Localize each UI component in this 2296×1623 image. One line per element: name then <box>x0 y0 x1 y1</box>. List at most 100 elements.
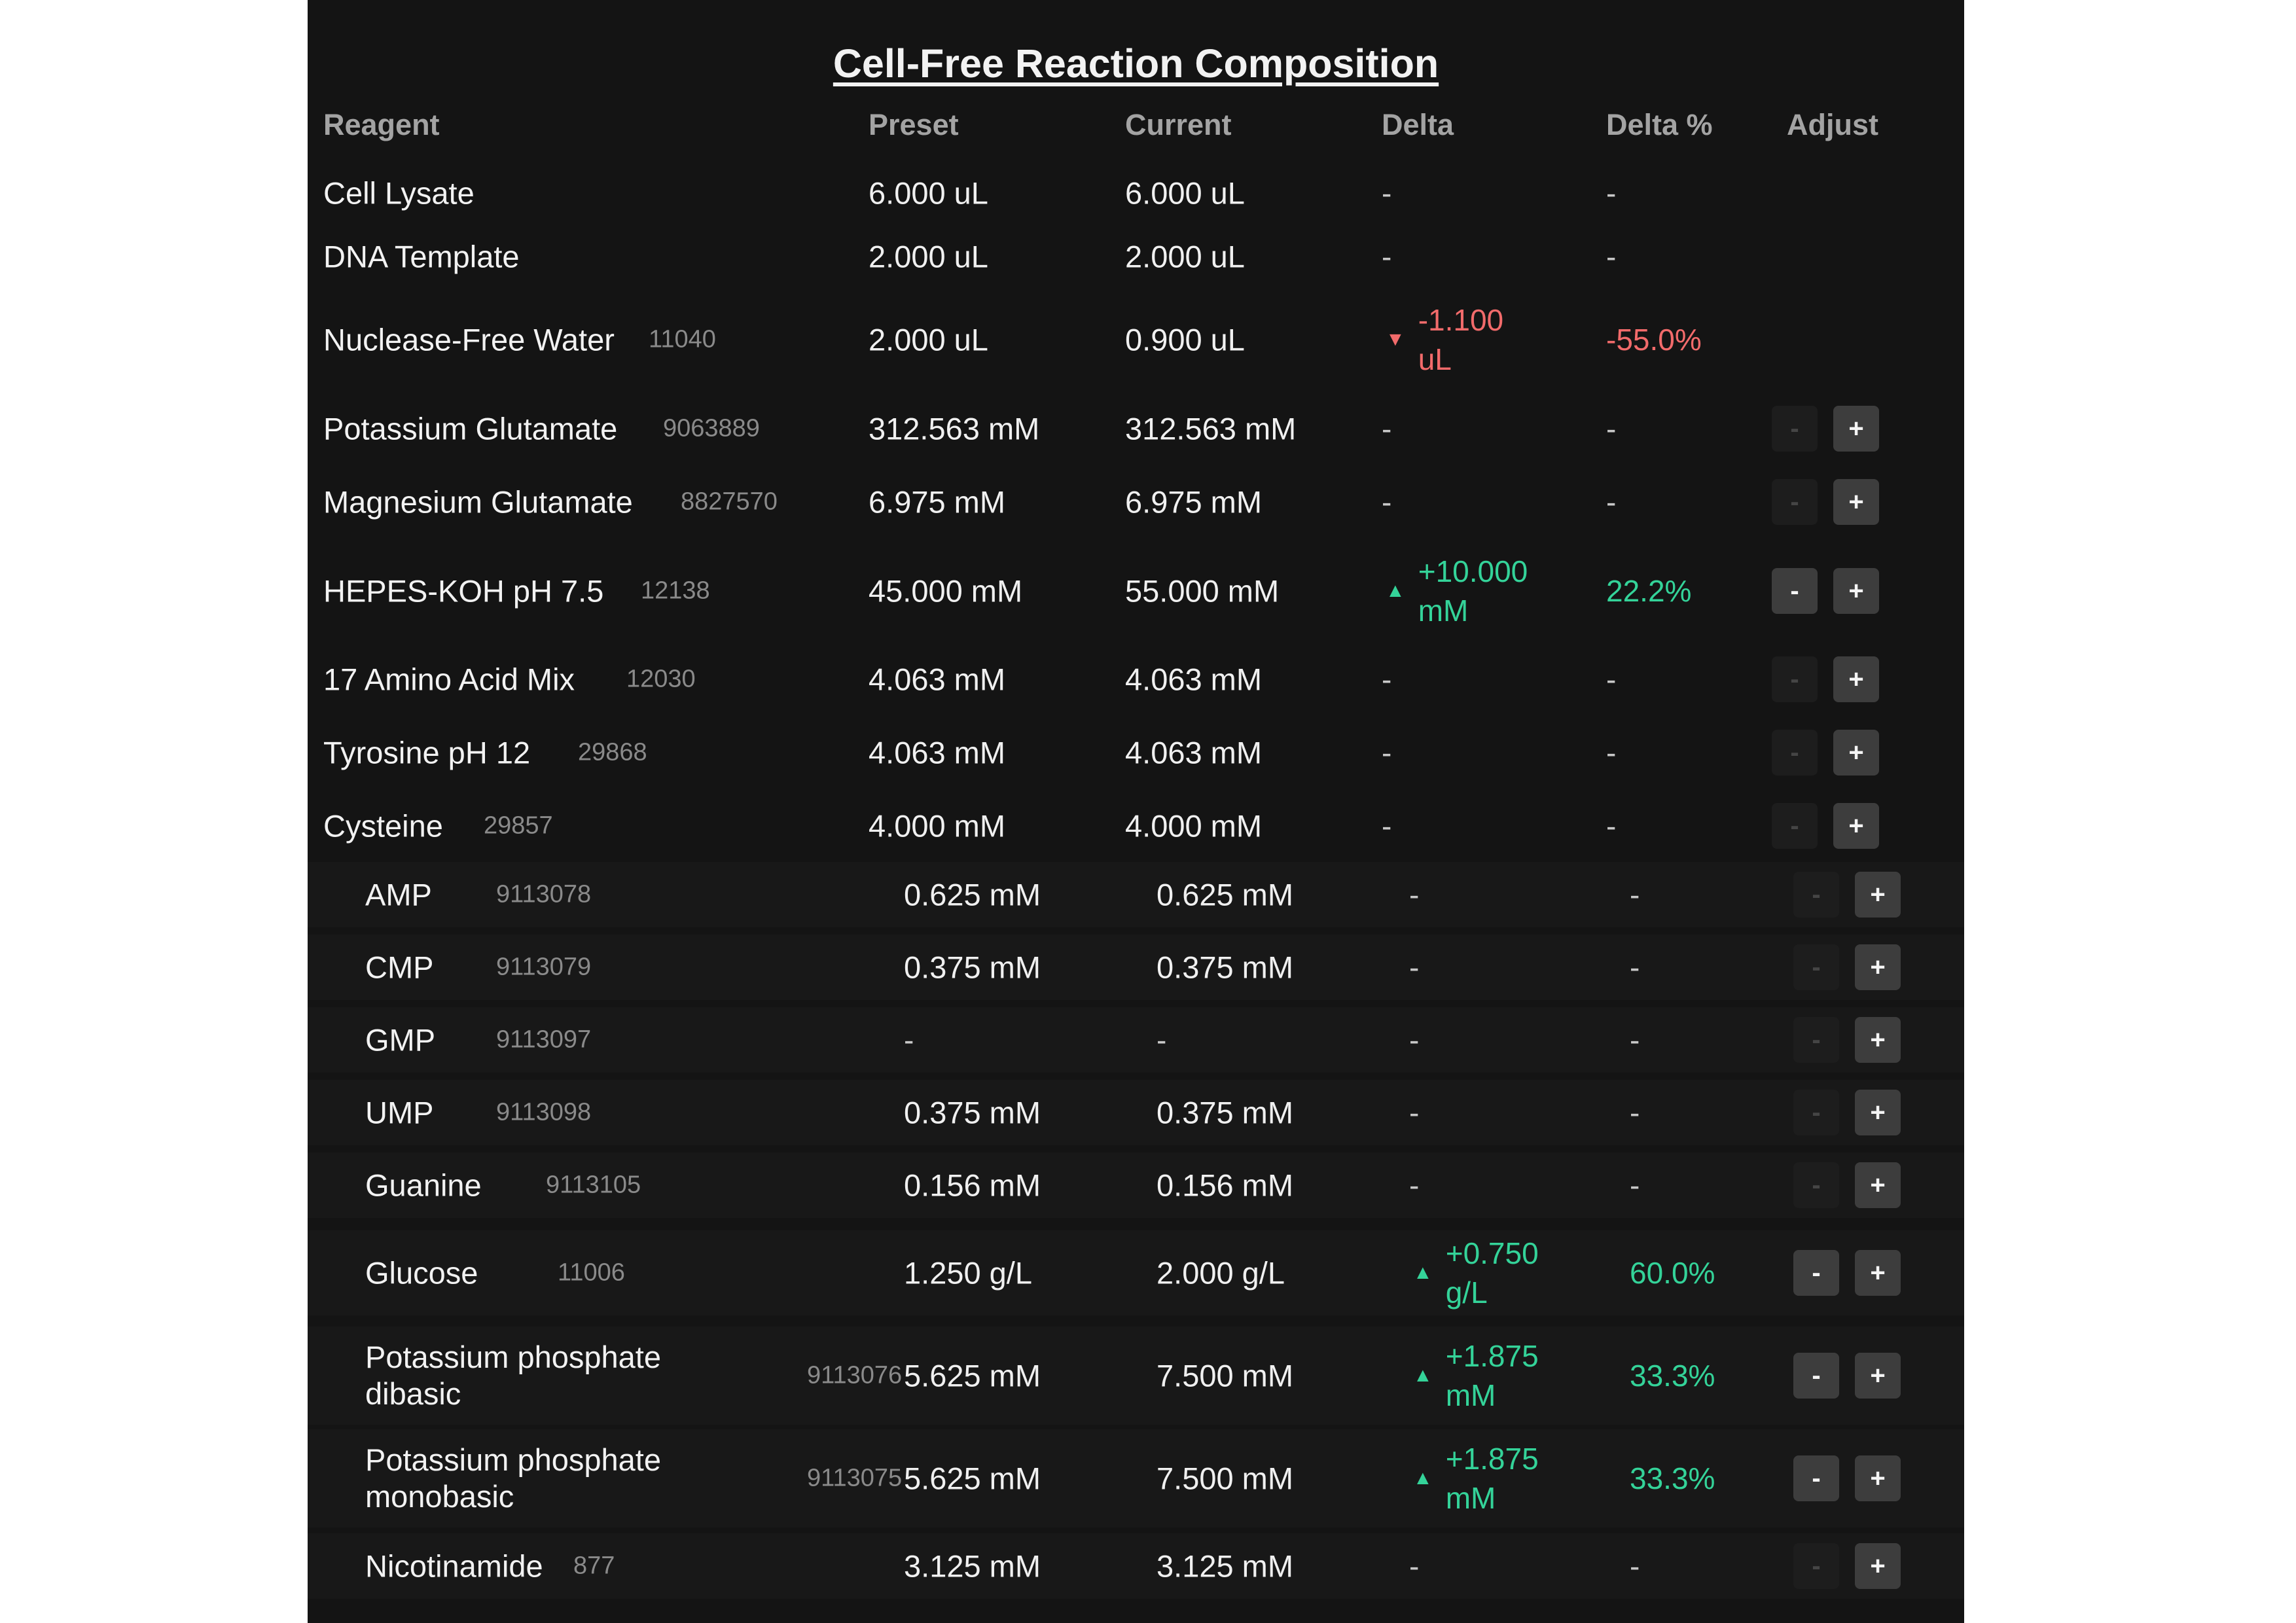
preset-value: 4.063 mM <box>869 735 1005 770</box>
reagent-id: 9113079 <box>496 953 592 981</box>
current-value: 6.000 uL <box>1125 175 1245 211</box>
decrease-button[interactable]: - <box>1772 479 1818 525</box>
adjust-controls: - + <box>1772 568 1879 614</box>
reagent-id: 9113098 <box>496 1098 592 1126</box>
delta-percent: - <box>1630 878 1640 912</box>
column-header-adjust: Adjust <box>1787 108 1878 141</box>
delta-value: - <box>1382 662 1392 696</box>
reagent-name: Potassium Glutamate <box>323 411 618 446</box>
reagent-id: 11006 <box>558 1258 625 1287</box>
adjust-controls: - + <box>1772 656 1879 702</box>
decrease-button[interactable]: - <box>1772 406 1818 452</box>
decrease-button[interactable]: - <box>1772 730 1818 776</box>
table-row: GMP 9113097- - - - - + <box>308 1007 1964 1073</box>
table-row: Nuclease-Free Water 11040 2.000 uL 0.900 uL… <box>308 297 1964 382</box>
delta-value: - <box>1382 240 1392 274</box>
preset-value: 0.375 mM <box>904 1095 1041 1130</box>
increase-button[interactable]: + <box>1833 656 1879 702</box>
adjust-controls: - + <box>1793 1250 1901 1296</box>
reagent-name: Magnesium Glutamate <box>323 484 633 520</box>
increase-button[interactable]: + <box>1855 1250 1901 1296</box>
increase-button[interactable]: + <box>1855 872 1901 918</box>
increase-button[interactable]: + <box>1855 1162 1901 1208</box>
delta-value: ▲ +1.875 mM <box>1413 1439 1570 1518</box>
current-value: 6.975 mM <box>1125 484 1262 520</box>
reagent-name: Nicotinamide <box>365 1548 543 1584</box>
increase-button[interactable]: + <box>1833 730 1879 776</box>
adjust-controls: - + <box>1793 872 1901 918</box>
decrease-button[interactable]: - <box>1793 1250 1839 1296</box>
preset-value: 4.000 mM <box>869 808 1005 844</box>
decrease-button[interactable]: - <box>1793 1353 1839 1399</box>
delta-percent: - <box>1606 809 1617 843</box>
decrease-button[interactable]: - <box>1793 944 1839 990</box>
reagent-id: 12138 <box>641 577 710 605</box>
reagent-name: Potassium phosphate monobasic <box>365 1442 662 1514</box>
reagent-id: 29857 <box>484 812 553 840</box>
decrease-button[interactable]: - <box>1793 1090 1839 1135</box>
decrease-button[interactable]: - <box>1793 1455 1839 1501</box>
adjust-controls: - + <box>1793 1162 1901 1208</box>
decrease-button[interactable]: - <box>1793 1543 1839 1589</box>
adjust-controls: - + <box>1793 1353 1901 1399</box>
reagent-name: Tyrosine pH 12 <box>323 735 531 770</box>
delta-percent: - <box>1630 1096 1640 1130</box>
preset-value: 5.625 mM <box>904 1358 1041 1393</box>
decrease-button[interactable]: - <box>1772 656 1818 702</box>
delta-text: +1.875 mM <box>1445 1442 1539 1515</box>
delta-value: ▲ +0.750 g/L <box>1413 1234 1570 1312</box>
reagent-id: 877 <box>573 1552 615 1580</box>
delta-value: - <box>1409 878 1420 912</box>
reagent-name: AMP <box>365 877 432 912</box>
table-row: Nicotinamide 877 3.125 mM 3.125 mM - - - + <box>308 1533 1964 1599</box>
reagent-name: DNA Template <box>323 239 520 274</box>
reagent-name: UMP <box>365 1095 434 1130</box>
reagent-name: HEPES-KOH pH 7.5 <box>323 573 604 609</box>
delta-percent: 33.3% <box>1630 1359 1715 1393</box>
decrease-button[interactable]: - <box>1793 872 1839 918</box>
decrease-button[interactable]: - <box>1772 568 1818 614</box>
increase-button[interactable]: + <box>1855 1543 1901 1589</box>
increase-button[interactable]: + <box>1855 1455 1901 1501</box>
reagent-name: Guanine <box>365 1168 482 1203</box>
table-row: DNA Template 2.000 uL 2.000 uL - - <box>308 228 1964 285</box>
reagent-name: GMP <box>365 1022 436 1058</box>
reagent-id: 8827570 <box>681 488 778 516</box>
arrow-up-icon: ▲ <box>1413 1262 1433 1283</box>
delta-value: - <box>1382 176 1392 210</box>
decrease-button[interactable]: - <box>1772 803 1818 849</box>
current-value: 0.375 mM <box>1157 950 1293 985</box>
delta-value: - <box>1409 1096 1420 1130</box>
decrease-button[interactable]: - <box>1793 1017 1839 1063</box>
table-row: Glucose 11006 1.250 g/L 2.000 g/L ▲ +0.750 g/… <box>308 1230 1964 1315</box>
preset-value: 0.625 mM <box>904 877 1041 912</box>
current-value: 2.000 uL <box>1125 239 1245 274</box>
increase-button[interactable]: + <box>1855 944 1901 990</box>
reagent-id: 29868 <box>578 738 647 766</box>
increase-button[interactable]: + <box>1855 1353 1901 1399</box>
preset-value: - <box>904 1023 914 1057</box>
increase-button[interactable]: + <box>1833 406 1879 452</box>
delta-value: - <box>1382 736 1392 770</box>
preset-value: 4.063 mM <box>869 662 1005 697</box>
reagent-id: 9113097 <box>496 1026 592 1054</box>
increase-button[interactable]: + <box>1833 803 1879 849</box>
delta-text: +1.875 mM <box>1445 1339 1539 1412</box>
reagent-id: 11040 <box>649 325 716 353</box>
column-header-delta-pct: Delta % <box>1606 108 1713 141</box>
reagent-id: 9113075 <box>807 1464 903 1492</box>
increase-button[interactable]: + <box>1855 1017 1901 1063</box>
delta-percent: 60.0% <box>1630 1256 1715 1290</box>
delta-value: - <box>1382 809 1392 843</box>
increase-button[interactable]: + <box>1855 1090 1901 1135</box>
current-value: 7.500 mM <box>1157 1461 1293 1496</box>
delta-percent: -55.0% <box>1606 323 1702 357</box>
table-row: Magnesium Glutamate 8827570 6.975 mM 6.975 … <box>308 469 1964 535</box>
preset-value: 6.000 uL <box>869 175 988 211</box>
delta-percent: - <box>1630 1023 1640 1057</box>
increase-button[interactable]: + <box>1833 568 1879 614</box>
current-value: 4.000 mM <box>1125 808 1262 844</box>
increase-button[interactable]: + <box>1833 479 1879 525</box>
reagent-id: 12030 <box>626 665 696 693</box>
decrease-button[interactable]: - <box>1793 1162 1839 1208</box>
